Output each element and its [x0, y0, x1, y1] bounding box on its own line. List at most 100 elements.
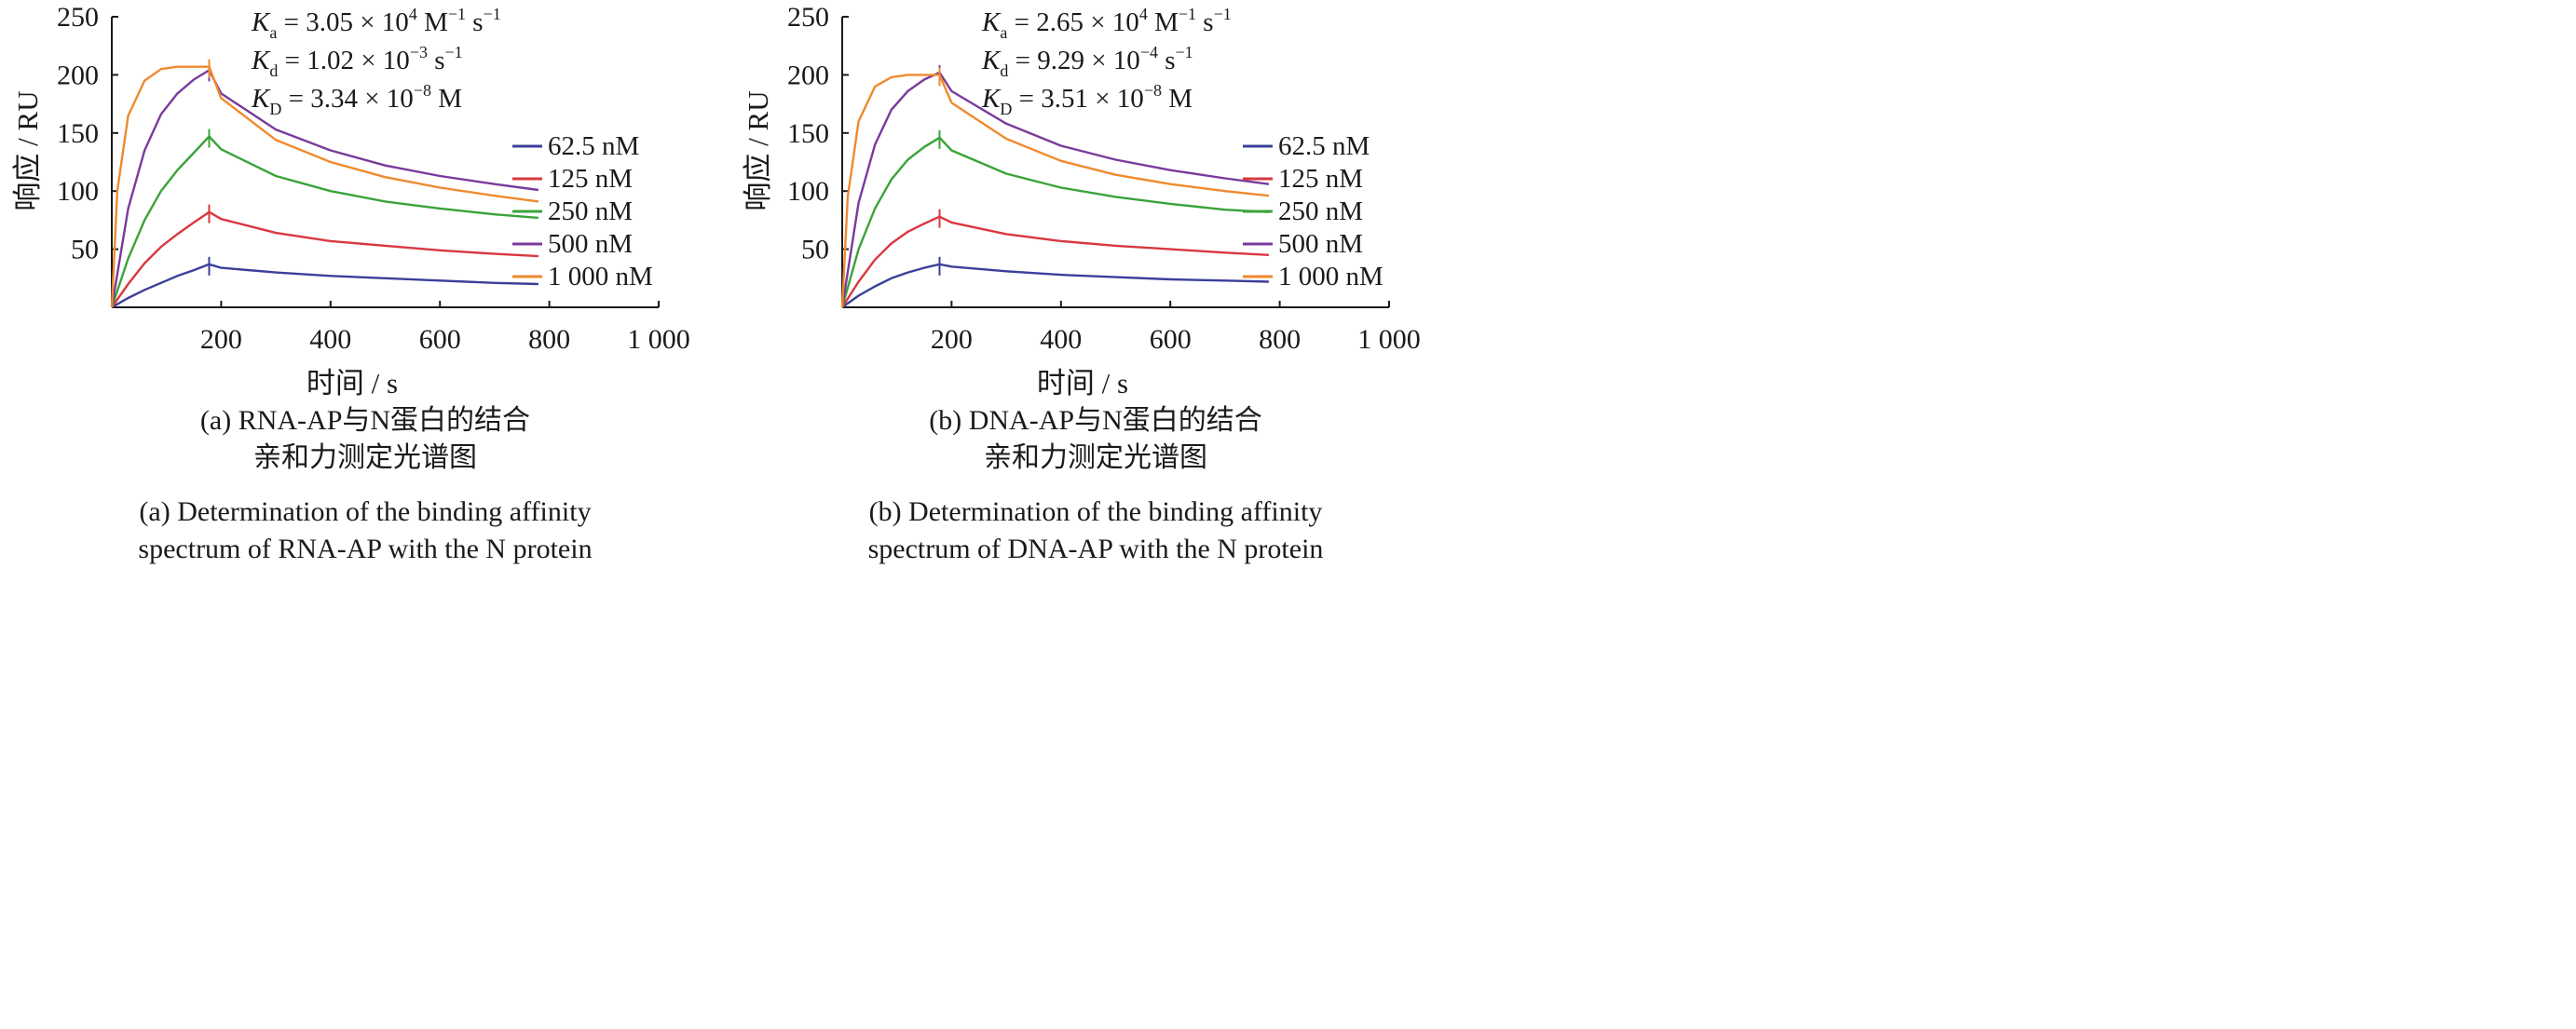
kinetics-line: Ka = 3.05 × 104 M−1 s−1 [251, 5, 501, 42]
kinetics-symbol: K [251, 84, 271, 114]
kinetics-symbol: K [981, 84, 1002, 114]
legend-label: 1 000 nM [1278, 262, 1383, 291]
panel-b: 50 100 150 200 250 200 400 600 800 1 000 时间 / s 响应 … [730, 0, 1461, 584]
x-tick-label: 600 [419, 324, 461, 355]
y-tick-label: 250 [57, 2, 99, 33]
x-axis-title: 时间 / s [307, 367, 398, 399]
kinetics-exponent: −3 [410, 43, 428, 61]
kinetics-line: KD = 3.34 × 10−8 M [251, 81, 462, 118]
caption-cn-line: 亲和力测定光谱图 [253, 442, 477, 473]
kinetics-value: = 3.34 × 10 [281, 84, 413, 114]
y-tick-label: 100 [787, 176, 829, 207]
caption-en-line: (a) Determination of the binding affinit… [139, 496, 592, 527]
series-line [840, 215, 1269, 308]
kinetics-unit-exponent: −1 [1214, 5, 1232, 23]
kinetics-exponent: −8 [414, 81, 431, 100]
kinetics-value: = 1.02 × 10 [278, 46, 409, 75]
caption-en-a: (a) Determination of the binding affinit… [0, 494, 730, 568]
kinetics-value: = 2.65 × 10 [1007, 7, 1138, 37]
kinetics-value: = 3.51 × 10 [1012, 84, 1143, 114]
caption-en-line: spectrum of RNA-AP with the N protein [138, 534, 593, 564]
panel-a: 50 100 150 200 250 200 400 600 800 1 000 时间 / s 响应 … [0, 0, 730, 584]
x-tick-label: 200 [931, 324, 973, 355]
legend-label: 62.5 nM [1278, 131, 1370, 161]
kinetics-subscript: d [269, 61, 278, 80]
kinetics-subscript: d [1000, 61, 1008, 80]
kinetics-unit: M [1148, 7, 1179, 37]
x-tick-label: 200 [200, 324, 242, 355]
series-line [840, 71, 1270, 308]
kinetics-exponent: 4 [409, 5, 417, 23]
kinetics-exponent: −4 [1140, 43, 1158, 61]
caption-en-line: spectrum of DNA-AP with the N protein [867, 534, 1324, 564]
legend-label: 500 nM [1278, 229, 1363, 259]
legend-label: 125 nM [1278, 164, 1363, 194]
kinetics-unit: s [466, 7, 484, 37]
series-line [840, 136, 1269, 308]
y-tick-label: 200 [57, 60, 99, 90]
series-line [111, 263, 538, 309]
x-tick-label: 400 [1040, 324, 1082, 355]
legend-label: 62.5 nM [548, 131, 639, 161]
series-line [110, 135, 538, 308]
y-axis-title: 响应 / RU [11, 90, 44, 210]
kinetics-line: KD = 3.51 × 10−8 M [981, 81, 1193, 118]
caption-cn-a: (a) RNA-AP与N蛋白的结合 亲和力测定光谱图 [0, 402, 730, 477]
kinetics-subscript: a [269, 23, 277, 42]
x-tick-label: 600 [1150, 324, 1192, 355]
legend-label: 500 nM [548, 229, 633, 259]
y-tick-label: 50 [71, 235, 99, 265]
x-tick-label: 400 [309, 324, 351, 355]
y-tick-label: 150 [787, 118, 829, 149]
legend-label: 1 000 nM [548, 262, 653, 291]
kinetics-symbol: K [251, 7, 271, 37]
kinetics-line: Ka = 2.65 × 104 M−1 s−1 [981, 5, 1232, 42]
kinetics-unit: s [1158, 46, 1176, 75]
kinetics-symbol: K [981, 7, 1002, 37]
caption-en-b: (b) Determination of the binding affinit… [730, 494, 1461, 568]
kinetics-unit-exponent: −1 [1179, 5, 1196, 23]
chart-b: 50 100 150 200 250 200 400 600 800 1 000 时间 / s 响应 … [742, 2, 1421, 399]
x-tick-label: 1 000 [1357, 324, 1421, 355]
x-tick-label: 800 [1259, 324, 1301, 355]
y-tick-label: 150 [57, 118, 99, 149]
y-tick-label: 50 [801, 235, 829, 265]
caption-cn-b: (b) DNA-AP与N蛋白的结合 亲和力测定光谱图 [730, 402, 1461, 477]
legend-label: 125 nM [548, 164, 633, 194]
kinetics-value: = 9.29 × 10 [1008, 46, 1139, 75]
kinetics-exponent: −8 [1144, 81, 1162, 100]
y-tick-label: 250 [787, 2, 829, 33]
y-axis-title: 响应 / RU [742, 90, 774, 210]
kinetics-unit-exponent: −1 [445, 43, 463, 61]
kinetics-exponent: 4 [1139, 5, 1148, 23]
chart-a: 50 100 150 200 250 200 400 600 800 1 000 时间 / s 响应 … [11, 2, 690, 399]
kinetics-unit-exponent: −1 [1176, 43, 1193, 61]
y-tick-label: 100 [57, 176, 99, 207]
kinetics-unit: M [1162, 84, 1193, 114]
kinetics-subscript: D [1000, 100, 1012, 118]
caption-cn-line: (a) RNA-AP与N蛋白的结合 [199, 405, 531, 436]
x-tick-label: 1 000 [627, 324, 690, 355]
kinetics-unit: s [428, 46, 445, 75]
legend-label: 250 nM [548, 196, 633, 226]
kinetics-symbol: K [981, 46, 1002, 75]
kinetics-subscript: a [1000, 23, 1007, 42]
x-axis-title: 时间 / s [1037, 367, 1128, 399]
y-tick-label: 200 [787, 60, 829, 90]
caption-cn-line: 亲和力测定光谱图 [984, 442, 1207, 473]
series-line [841, 263, 1269, 308]
kinetics-unit-exponent: −1 [484, 5, 501, 23]
kinetics-unit: s [1196, 7, 1214, 37]
legend-label: 250 nM [1278, 196, 1363, 226]
kinetics-symbol: K [251, 46, 271, 75]
x-tick-label: 800 [528, 324, 570, 355]
kinetics-unit-exponent: −1 [448, 5, 466, 23]
kinetics-subscript: D [269, 100, 281, 118]
caption-cn-line: (b) DNA-AP与N蛋白的结合 [929, 405, 1262, 436]
kinetics-unit: M [431, 84, 462, 114]
kinetics-line: Kd = 9.29 × 10−4 s−1 [981, 43, 1193, 80]
series-line [111, 210, 538, 308]
kinetics-line: Kd = 1.02 × 10−3 s−1 [251, 43, 463, 80]
kinetics-value: = 3.05 × 10 [277, 7, 408, 37]
kinetics-unit: M [417, 7, 448, 37]
